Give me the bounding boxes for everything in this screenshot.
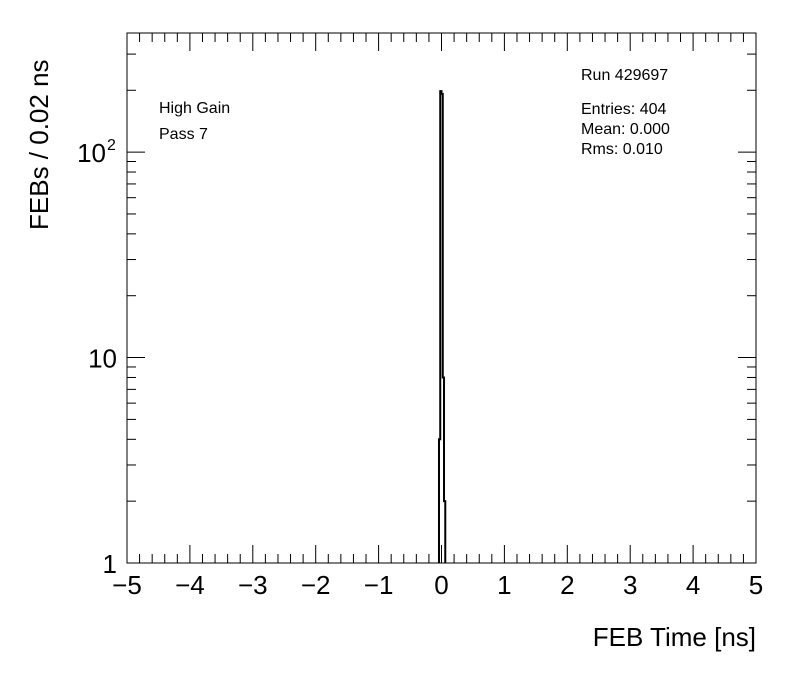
x-tick-label: 5	[749, 570, 763, 600]
x-tick-label: 4	[686, 570, 700, 600]
x-tick-label: −4	[175, 570, 205, 600]
x-tick-label: 3	[623, 570, 637, 600]
x-tick-label: −5	[112, 570, 142, 600]
x-axis-label: FEB Time [ns]	[593, 622, 756, 652]
x-tick-label: −1	[364, 570, 394, 600]
y-tick-label: 10	[77, 138, 106, 168]
y-axis-label: FEBs / 0.02 ns	[24, 59, 54, 230]
annotation-run: Run 429697	[581, 67, 668, 84]
x-tick-label: −3	[238, 570, 268, 600]
y-tick-label: 1	[103, 549, 117, 579]
x-tick-label: 0	[434, 570, 448, 600]
y-tick-label: 10	[88, 344, 117, 374]
histogram-line	[437, 90, 447, 563]
stat-mean: Mean: 0.000	[581, 121, 670, 138]
x-tick-label: 2	[560, 570, 574, 600]
x-tick-label: −2	[301, 570, 331, 600]
x-tick-label: 1	[497, 570, 511, 600]
annotation-high-gain: High Gain	[159, 100, 230, 117]
annotation-pass: Pass 7	[159, 126, 208, 143]
axis-ticks	[126, 33, 757, 564]
stat-rms: Rms: 0.010	[581, 141, 663, 158]
x-tick-labels: −5 −4 −3 −2 −1 0 1 2 3 4 5	[112, 570, 763, 600]
y-tick-label-exponent: 2	[107, 137, 116, 154]
stat-entries: Entries: 404	[581, 101, 666, 118]
